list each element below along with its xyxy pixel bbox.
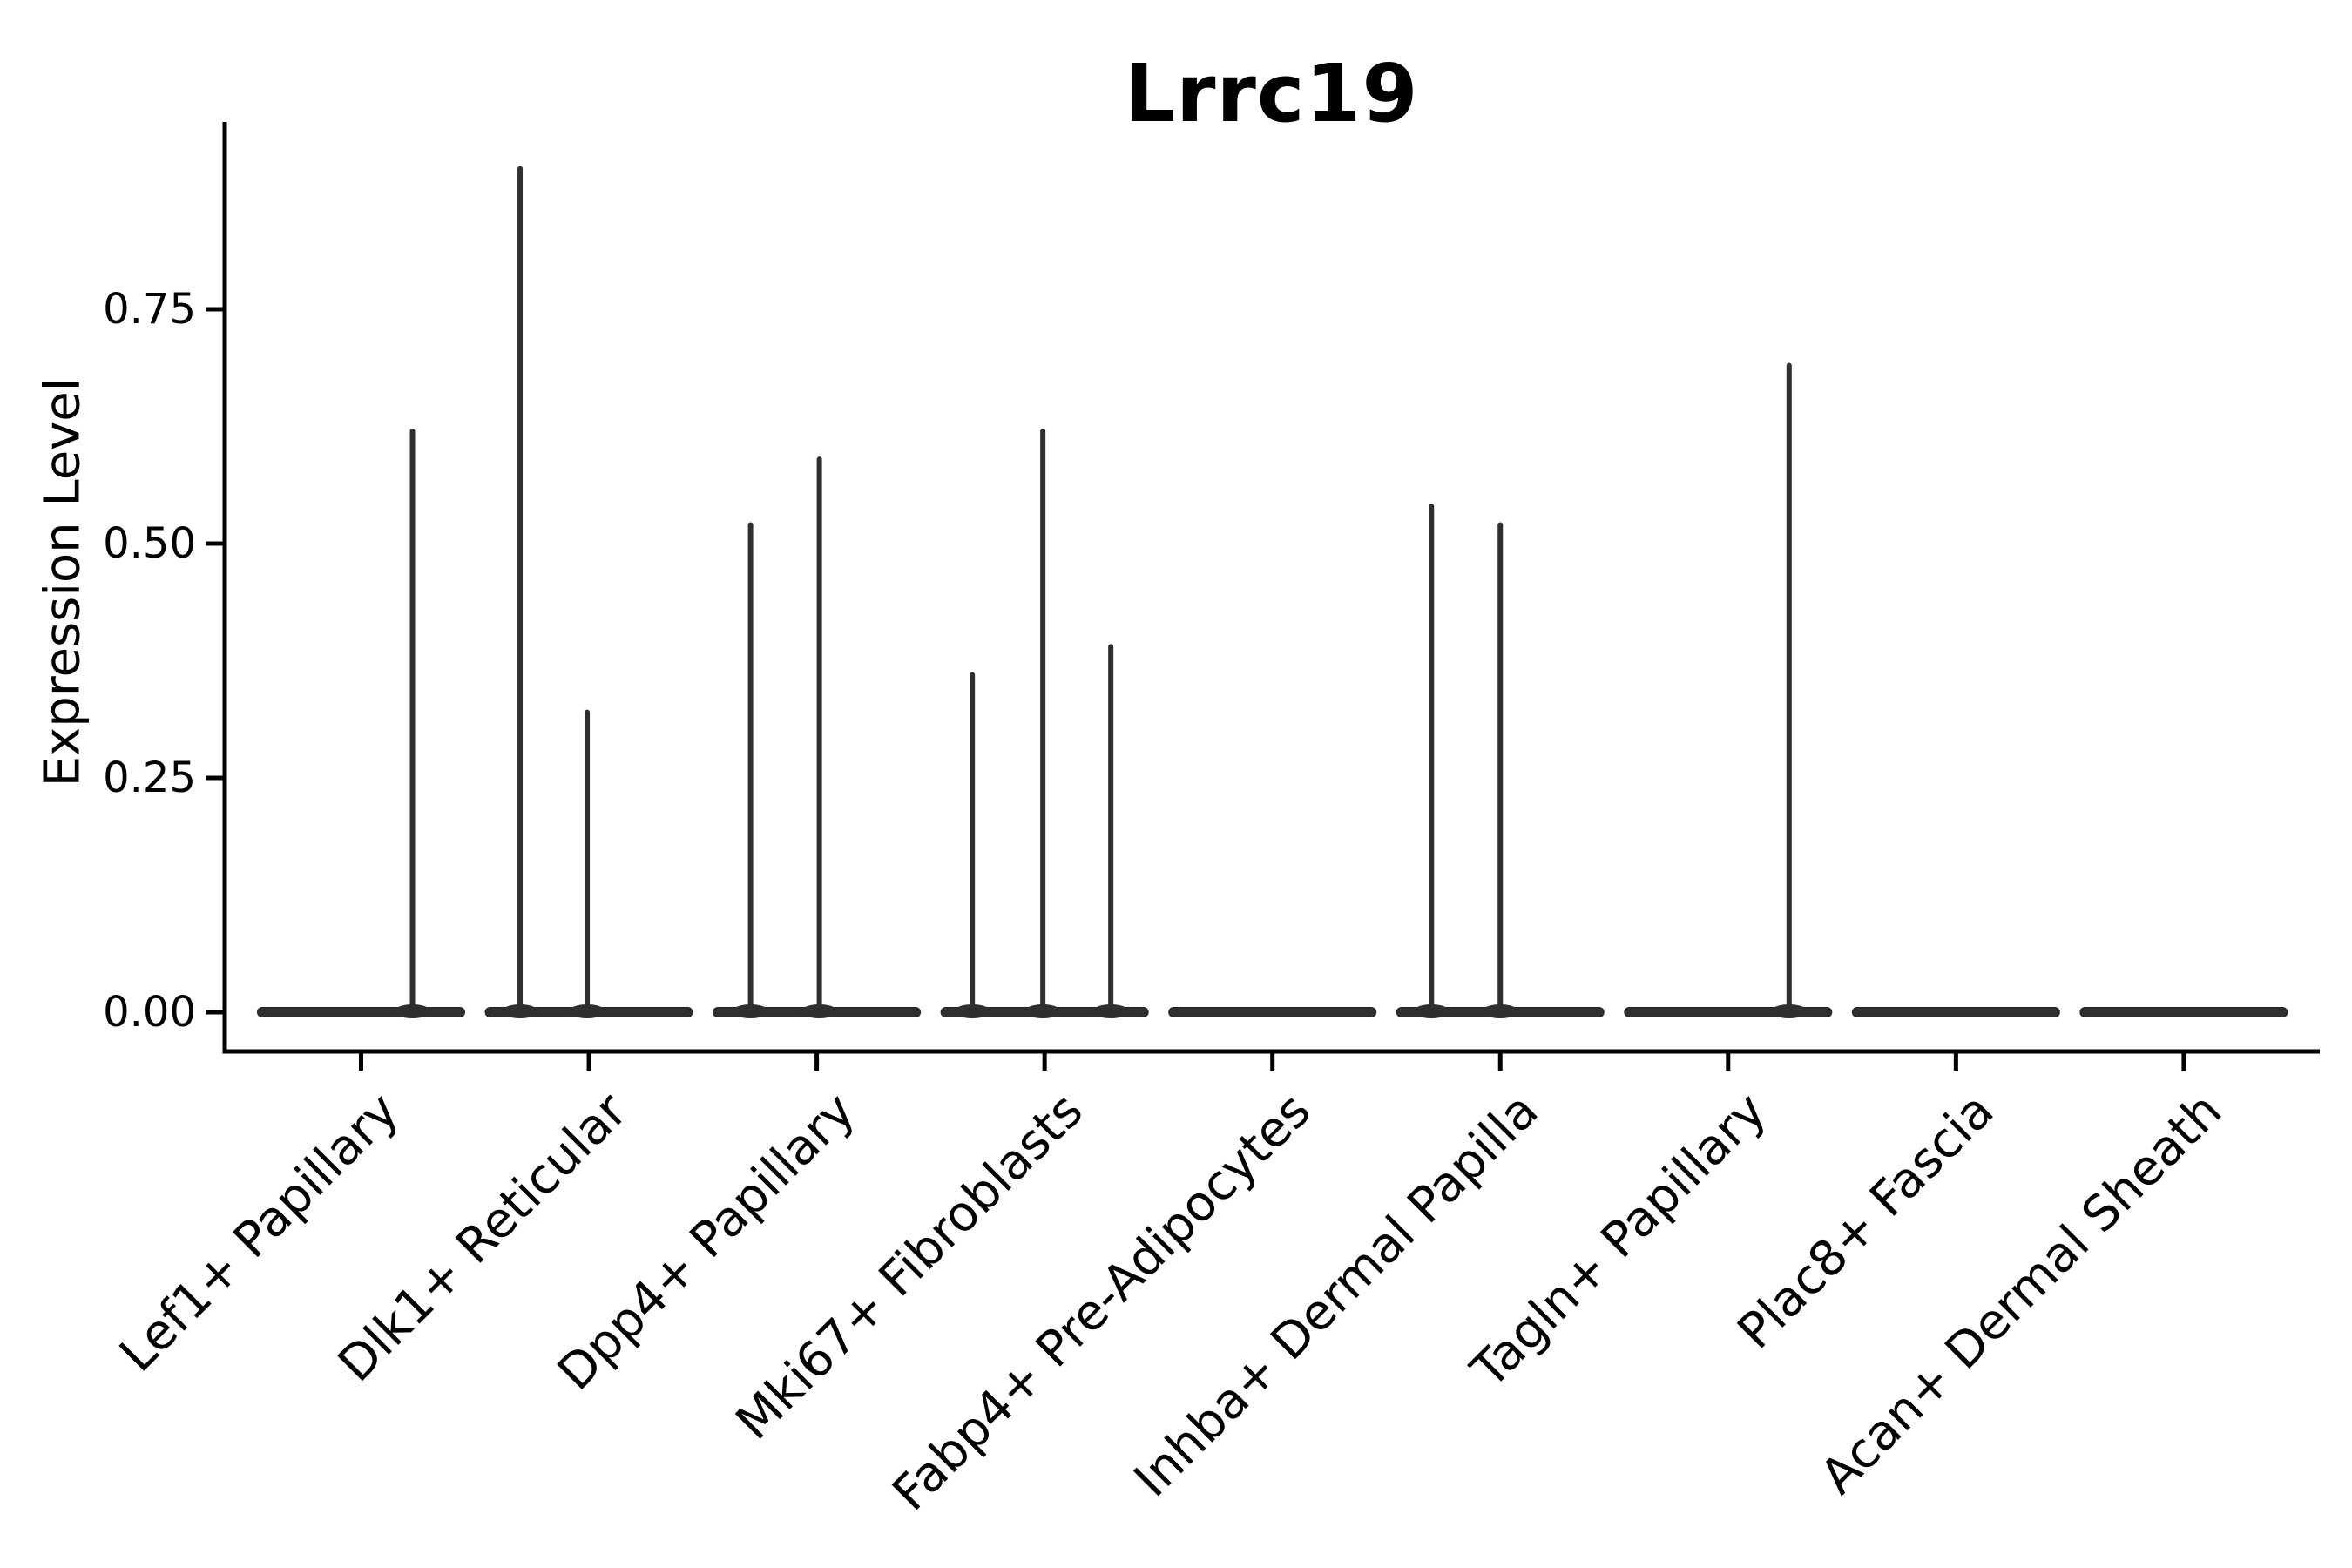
y-tick-label: 0.75 [103,285,196,334]
violin-base [1168,1007,1377,1017]
violin-base [2079,1007,2288,1017]
chart-title: Lrrc19 [1124,47,1419,140]
violin-base [257,1007,465,1017]
y-axis-label: Expression Level [34,377,91,787]
y-tick-label: 0.50 [103,519,196,568]
violin-base [1851,1007,2060,1017]
y-tick-label: 0.25 [103,754,196,802]
y-tick-label: 0.00 [103,988,196,1037]
